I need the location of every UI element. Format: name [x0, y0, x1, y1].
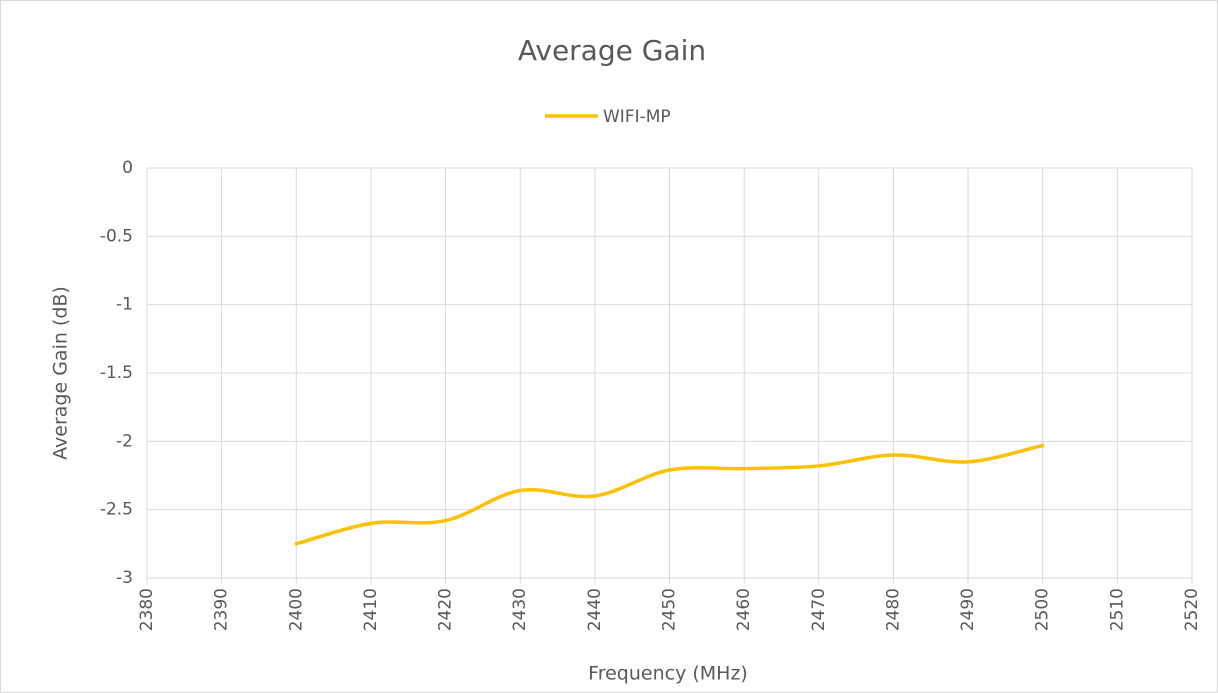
x-tick-label: 2450 — [660, 588, 680, 631]
y-tick-label: 0 — [122, 158, 133, 178]
y-tick-label: -1 — [116, 295, 133, 315]
x-tick-label: 2460 — [734, 588, 754, 631]
x-tick-label: 2420 — [436, 588, 456, 631]
x-tick-label: 2410 — [361, 588, 381, 631]
legend-label: WIFI-MP — [603, 107, 671, 127]
x-tick-label: 2430 — [510, 588, 530, 631]
y-tick-label: -1.5 — [100, 363, 133, 383]
chart-title: Average Gain — [518, 34, 706, 67]
x-tick-label: 2400 — [286, 588, 306, 631]
y-tick-label: -3 — [116, 568, 133, 588]
x-tick-label: 2500 — [1033, 588, 1053, 631]
x-tick-label: 2390 — [212, 588, 232, 631]
y-tick-label: -2.5 — [100, 500, 133, 520]
x-tick-label: 2380 — [137, 588, 157, 631]
x-tick-label: 2520 — [1182, 588, 1202, 631]
y-tick-label: -0.5 — [100, 226, 133, 246]
x-tick-label: 2490 — [958, 588, 978, 631]
x-tick-label: 2480 — [883, 588, 903, 631]
x-axis-label: Frequency (MHz) — [588, 663, 748, 685]
x-tick-label: 2510 — [1107, 588, 1127, 631]
x-tick-label: 2440 — [585, 588, 605, 631]
series-line — [294, 443, 1045, 546]
y-tick-label: -2 — [116, 431, 133, 451]
x-tick-label: 2470 — [809, 588, 829, 631]
y-axis-label: Average Gain (dB) — [50, 286, 72, 460]
